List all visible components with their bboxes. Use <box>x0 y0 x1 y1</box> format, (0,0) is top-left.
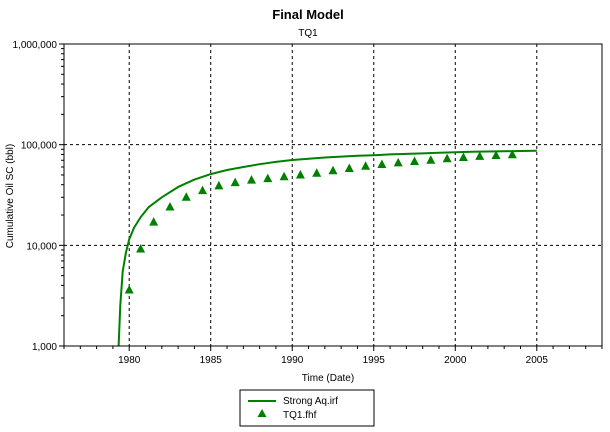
series-layer <box>117 149 537 347</box>
y-axis-ticks: 1,000 10,000 100,000 1,000,000 <box>13 40 64 353</box>
plot-frame <box>63 43 603 347</box>
data-point-triangle <box>198 185 208 195</box>
x-tick-label: 1985 <box>200 355 223 366</box>
legend-box <box>239 389 375 427</box>
legend-label-line-series: Strong Aq.irf <box>283 396 338 407</box>
data-point-triangle <box>230 177 240 187</box>
data-point-triangle <box>507 149 517 159</box>
data-point-triangle <box>165 202 175 211</box>
y-tick-label: 10,000 <box>26 241 57 252</box>
data-point-triangle <box>246 175 256 184</box>
y-tick-label: 1,000,000 <box>13 40 58 51</box>
data-point-triangle <box>377 159 387 169</box>
data-point-triangle <box>312 168 322 177</box>
data-point-triangle <box>136 243 146 253</box>
data-point-triangle <box>279 171 289 181</box>
data-point-triangle <box>410 156 420 166</box>
legend-label-scatter-series: TQ1.fhf <box>283 410 317 421</box>
chart-title: Final Model <box>272 7 344 22</box>
x-axis-ticks: 1980 1985 1990 1995 2000 2005 <box>63 346 603 366</box>
data-point-triangle <box>149 217 159 226</box>
x-tick-label: 1990 <box>281 355 304 366</box>
data-point-triangle <box>295 169 305 179</box>
x-tick-label: 2005 <box>526 355 549 366</box>
chart-subtitle: TQ1 <box>298 28 318 39</box>
data-point-triangle <box>263 173 273 183</box>
series-line-0 <box>117 149 537 347</box>
data-point-triangle <box>344 163 354 172</box>
data-point-triangle <box>426 155 436 164</box>
legend-triangle-marker <box>257 409 267 417</box>
y-tick-label: 1,000 <box>32 342 57 353</box>
data-point-triangle <box>442 153 452 163</box>
data-point-triangle <box>458 152 468 162</box>
data-point-triangle <box>328 165 338 175</box>
x-tick-label: 1995 <box>363 355 386 366</box>
data-point-triangle <box>214 180 224 190</box>
y-tick-label: 100,000 <box>21 141 58 152</box>
x-tick-label: 1980 <box>118 355 141 366</box>
y-axis-label: Cumulative Oil SC (bbl) <box>5 144 16 248</box>
data-point-triangle <box>124 284 134 294</box>
x-axis-label: Time (Date) <box>302 373 354 384</box>
grid-lines <box>64 44 602 346</box>
data-point-triangle <box>361 161 371 170</box>
legend: Strong Aq.irf TQ1.fhf <box>239 389 375 427</box>
data-point-triangle <box>393 157 403 167</box>
data-point-triangle <box>181 192 191 201</box>
x-tick-label: 2000 <box>444 355 467 366</box>
data-point-triangle <box>475 151 485 160</box>
data-point-triangle <box>491 150 501 160</box>
